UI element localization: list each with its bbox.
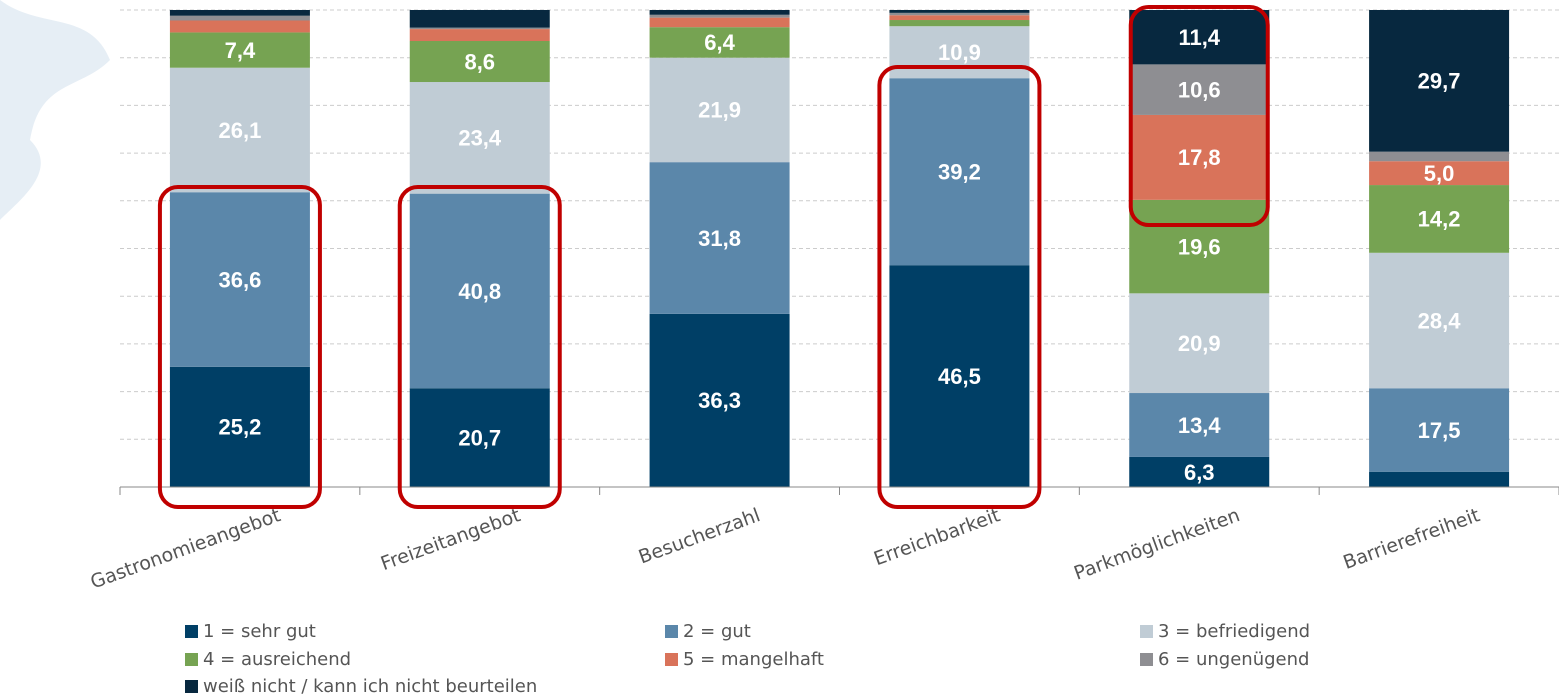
value-label: 39,2	[938, 160, 981, 185]
chart: 25,2 36,6 26,1 7,4 Gastronomieangebot 20,7 40,…	[0, 0, 1559, 700]
value-label: 17,8	[1178, 145, 1221, 170]
value-label: 40,8	[458, 279, 501, 304]
value-label: 5,0	[1424, 161, 1455, 186]
value-label: 11,4	[1178, 25, 1220, 50]
bar-segment	[170, 16, 310, 21]
legend-swatch	[1140, 653, 1153, 666]
legend-swatch	[185, 680, 198, 693]
x-tick-label: Gastronomieangebot	[88, 504, 284, 593]
bar-segment	[889, 13, 1029, 15]
legend-label: 3 = befriedigend	[1158, 621, 1310, 642]
bar-segment	[410, 28, 550, 29]
legend-swatch	[665, 653, 678, 666]
value-label: 19,6	[1178, 234, 1221, 259]
x-tick-label: Parkmöglichkeiten	[1071, 504, 1243, 584]
bar-segment	[889, 15, 1029, 20]
bar-segment	[1369, 472, 1509, 487]
legend-swatch	[185, 625, 198, 638]
value-label: 25,2	[219, 415, 262, 440]
x-tick-label: Barrierefreiheit	[1340, 504, 1482, 574]
value-label: 10,6	[1178, 77, 1221, 102]
bar-segment	[889, 10, 1029, 13]
x-tick-label: Besucherzahl	[636, 504, 763, 568]
bar-segment	[650, 15, 790, 18]
value-label: 23,4	[458, 126, 502, 151]
value-label: 7,4	[225, 38, 256, 63]
value-label: 20,7	[458, 425, 501, 450]
value-label: 36,6	[219, 267, 262, 292]
bar-segment	[1369, 152, 1509, 162]
bar-segment	[650, 10, 790, 15]
value-label: 14,2	[1418, 207, 1461, 232]
value-label: 31,8	[698, 226, 741, 251]
legend-label: 6 = ungenügend	[1158, 649, 1309, 670]
value-label: 46,5	[938, 364, 981, 389]
legend-swatch	[665, 625, 678, 638]
value-label: 26,1	[219, 118, 262, 143]
value-label: 21,9	[698, 98, 741, 123]
legend-label: 5 = mangelhaft	[683, 649, 824, 670]
x-tick-label: Erreichbarkeit	[871, 504, 1003, 570]
legend-label: weiß nicht / kann ich nicht beurteilen	[203, 676, 537, 697]
value-label: 36,3	[698, 388, 741, 413]
value-label: 10,9	[938, 40, 981, 65]
x-tick-label: Freizeitangebot	[378, 504, 524, 575]
bar-segment	[889, 20, 1029, 26]
value-label: 6,4	[704, 30, 735, 55]
value-label: 20,9	[1178, 331, 1221, 356]
bar-segment	[170, 20, 310, 32]
bar-segment	[650, 18, 790, 28]
legend-label: 1 = sehr gut	[203, 621, 316, 642]
value-label: 13,4	[1178, 413, 1222, 438]
value-label: 6,3	[1184, 460, 1215, 485]
legend-label: 4 = ausreichend	[203, 649, 351, 670]
value-label: 17,5	[1418, 418, 1461, 443]
value-label: 28,4	[1418, 308, 1462, 333]
bar-segment	[170, 10, 310, 16]
value-label: 29,7	[1418, 69, 1461, 94]
legend-swatch	[1140, 625, 1153, 638]
bar-segment	[410, 29, 550, 41]
legend-swatch	[185, 653, 198, 666]
bar-segment	[410, 10, 550, 28]
legend-label: 2 = gut	[683, 621, 751, 642]
watermark	[0, 0, 110, 220]
value-label: 8,6	[464, 49, 495, 74]
